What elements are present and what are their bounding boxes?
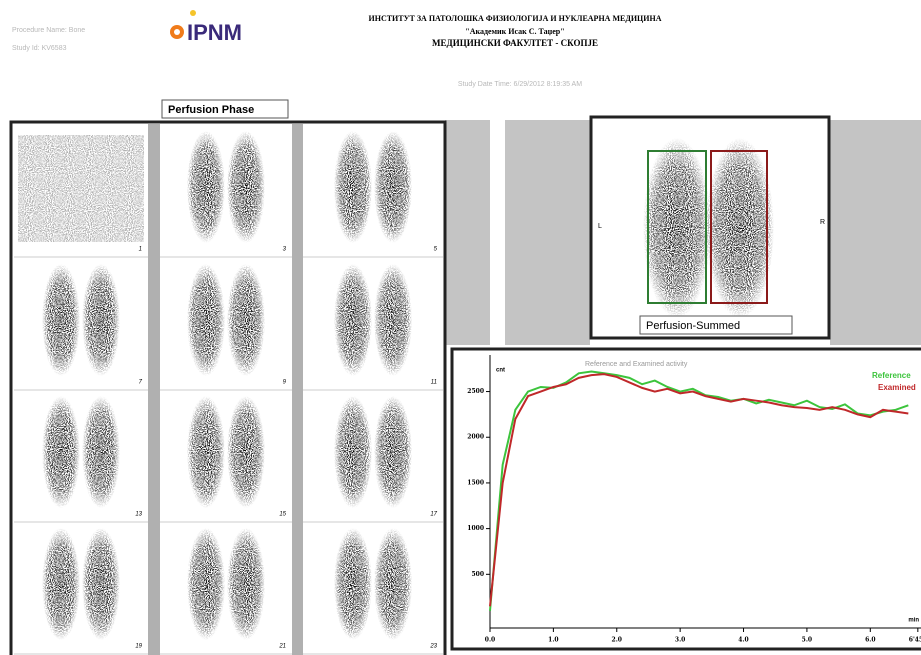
series-line bbox=[489, 373, 909, 607]
summed-title: Perfusion-Summed bbox=[646, 320, 740, 332]
frame-image bbox=[42, 528, 80, 640]
frame-number: 7 bbox=[139, 380, 143, 386]
frame-image bbox=[187, 264, 225, 376]
x-tick-label: 3.0 bbox=[675, 637, 685, 644]
frame-number: 9 bbox=[283, 380, 287, 386]
frame-image bbox=[82, 264, 120, 376]
frame-image bbox=[18, 135, 144, 242]
frame-image bbox=[334, 131, 372, 243]
logo: IPNM bbox=[187, 20, 242, 45]
frame-image bbox=[227, 131, 265, 243]
background-bar bbox=[445, 120, 490, 345]
frame-number: 13 bbox=[135, 512, 142, 518]
legend-entry: Examined bbox=[878, 383, 916, 392]
frame-image bbox=[187, 396, 225, 508]
logo-dot bbox=[190, 10, 196, 16]
background-bar bbox=[505, 120, 590, 345]
frame-image bbox=[227, 264, 265, 376]
faculty: МЕДИЦИНСКИ ФАКУЛТЕТ - СКОПЈЕ bbox=[432, 38, 598, 48]
frame-number: 21 bbox=[278, 644, 286, 650]
examined-roi bbox=[710, 150, 768, 304]
study-id: Study Id: KV6583 bbox=[12, 45, 67, 52]
frame-image bbox=[374, 131, 412, 243]
institute: ИНСТИТУТ ЗА ПАТОЛОШКА ФИЗИОЛОГИЈА И НУКЛ… bbox=[369, 14, 662, 23]
chart-title: Reference and Examined activity bbox=[585, 361, 688, 368]
chart-frame bbox=[450, 347, 921, 651]
x-tick-label: 2.0 bbox=[612, 637, 622, 644]
academic: "Академик Исак С. Таџер" bbox=[465, 27, 564, 36]
summed-image bbox=[643, 138, 711, 318]
separator bbox=[292, 124, 303, 655]
right-label: R bbox=[820, 219, 825, 226]
x-tick-label: 6'45'' bbox=[909, 637, 921, 644]
frame-number: 5 bbox=[434, 247, 438, 253]
x-tick-label: 0.0 bbox=[485, 637, 495, 644]
frame-image bbox=[82, 528, 120, 640]
summed-image bbox=[706, 138, 774, 318]
frame-number: 11 bbox=[431, 380, 437, 386]
background-bar bbox=[830, 120, 921, 345]
frame-image bbox=[42, 264, 80, 376]
phase-title: Perfusion Phase bbox=[168, 104, 254, 116]
label-box bbox=[639, 315, 793, 335]
frame-image bbox=[374, 264, 412, 376]
frame-image bbox=[334, 264, 372, 376]
reference-roi bbox=[647, 150, 707, 304]
frame-image bbox=[187, 528, 225, 640]
frame-image bbox=[334, 528, 372, 640]
chart: 500 1000 1500 2000 2500 0.0 1.0 2.0 3.0 4.0 5.0 6.0… bbox=[450, 347, 921, 651]
frame-number: 19 bbox=[135, 644, 142, 650]
frame-image bbox=[187, 131, 225, 243]
x-tick-label: 6.0 bbox=[865, 637, 875, 644]
x-tick-label: 1.0 bbox=[548, 637, 558, 644]
y-tick-label: 1500 bbox=[467, 479, 484, 486]
y-tick-label: 1000 bbox=[467, 525, 484, 532]
y-tick-label: 2000 bbox=[467, 434, 484, 441]
frame-image bbox=[334, 396, 372, 508]
label-box bbox=[161, 99, 289, 119]
frame-image bbox=[227, 396, 265, 508]
study-date: Study Date Time: 6/29/2012 8:19:35 AM bbox=[458, 81, 582, 88]
procedure: Procedure Name: Bone bbox=[12, 27, 85, 34]
frame-image bbox=[227, 528, 265, 640]
frame-number: 3 bbox=[283, 247, 287, 253]
frame-number: 1 bbox=[139, 247, 142, 253]
separator bbox=[148, 124, 160, 655]
frame-image bbox=[374, 528, 412, 640]
summed-panel: L R Perfusion-Summed bbox=[589, 115, 831, 340]
y-tick-label: 2500 bbox=[467, 388, 484, 395]
frame-number: 23 bbox=[429, 644, 437, 650]
frame-number: 15 bbox=[279, 512, 286, 518]
frame-number: 17 bbox=[430, 512, 437, 518]
x-tick-label: 5.0 bbox=[802, 637, 812, 644]
x-axis-label: min bbox=[908, 618, 919, 624]
frame-image bbox=[42, 396, 80, 508]
y-tick-label: 500 bbox=[471, 571, 484, 578]
x-tick-label: 4.0 bbox=[738, 637, 748, 644]
y-axis-label: cnt bbox=[496, 368, 505, 374]
left-label: L bbox=[598, 223, 602, 230]
legend-entry: Reference bbox=[872, 371, 911, 380]
frame-image bbox=[374, 396, 412, 508]
frame-image bbox=[82, 396, 120, 508]
logo-mark bbox=[174, 29, 180, 35]
